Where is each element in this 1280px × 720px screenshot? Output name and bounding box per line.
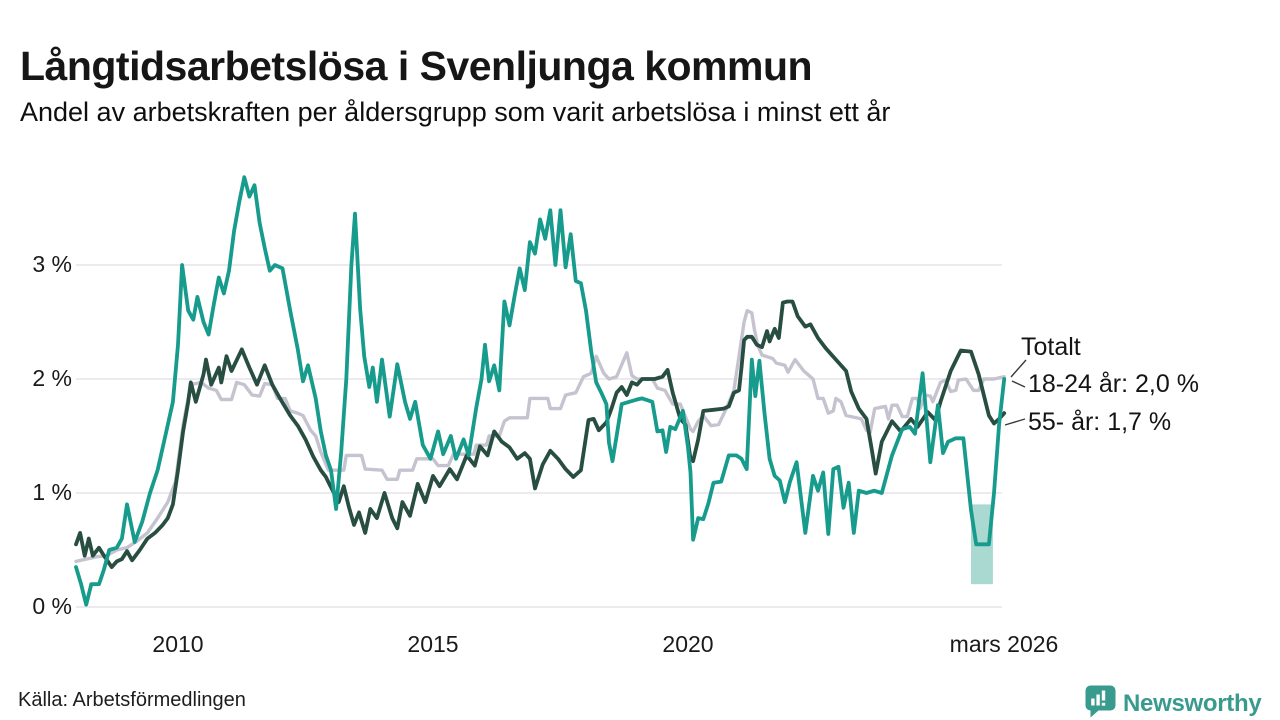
y-axis-tick-0pct: 0 % [32,593,72,619]
page-title: Långtidsarbetslösa i Svenljunga kommun [20,43,813,90]
x-axis-tick-2015: 2015 [407,631,459,657]
newsworthy-logo-icon [1084,684,1117,720]
y-axis-tick-3pct: 3 % [32,251,72,277]
series-end-label-55: 55- år: 1,7 % [1028,408,1172,436]
label-connector-0 [1010,359,1027,378]
label-connector-2 [1004,418,1026,426]
series-end-label-totalt: Totalt [1021,333,1081,361]
series-line-totalt [74,308,1006,564]
series-line-55-r [74,299,1007,569]
x-axis-tick-2020: 2020 [662,631,714,657]
x-axis-tick-2010: 2010 [152,631,204,657]
x-axis-tick-mars-2026: mars 2026 [949,631,1059,657]
newsworthy-brand: Newsworthy [1084,684,1262,720]
y-axis-tick-2pct: 2 % [32,365,72,391]
label-connector-1 [1011,380,1026,388]
newsworthy-brand-text: Newsworthy [1123,689,1262,717]
y-axis-tick-1pct: 1 % [32,479,72,505]
chart-subtitle: Andel av arbetskraften per åldersgrupp s… [20,97,891,127]
series-end-label-18-24: 18-24 år: 2,0 % [1028,370,1199,398]
series-line-18-24-r [74,175,1007,607]
source-credit: Källa: Arbetsförmedlingen [18,689,246,711]
